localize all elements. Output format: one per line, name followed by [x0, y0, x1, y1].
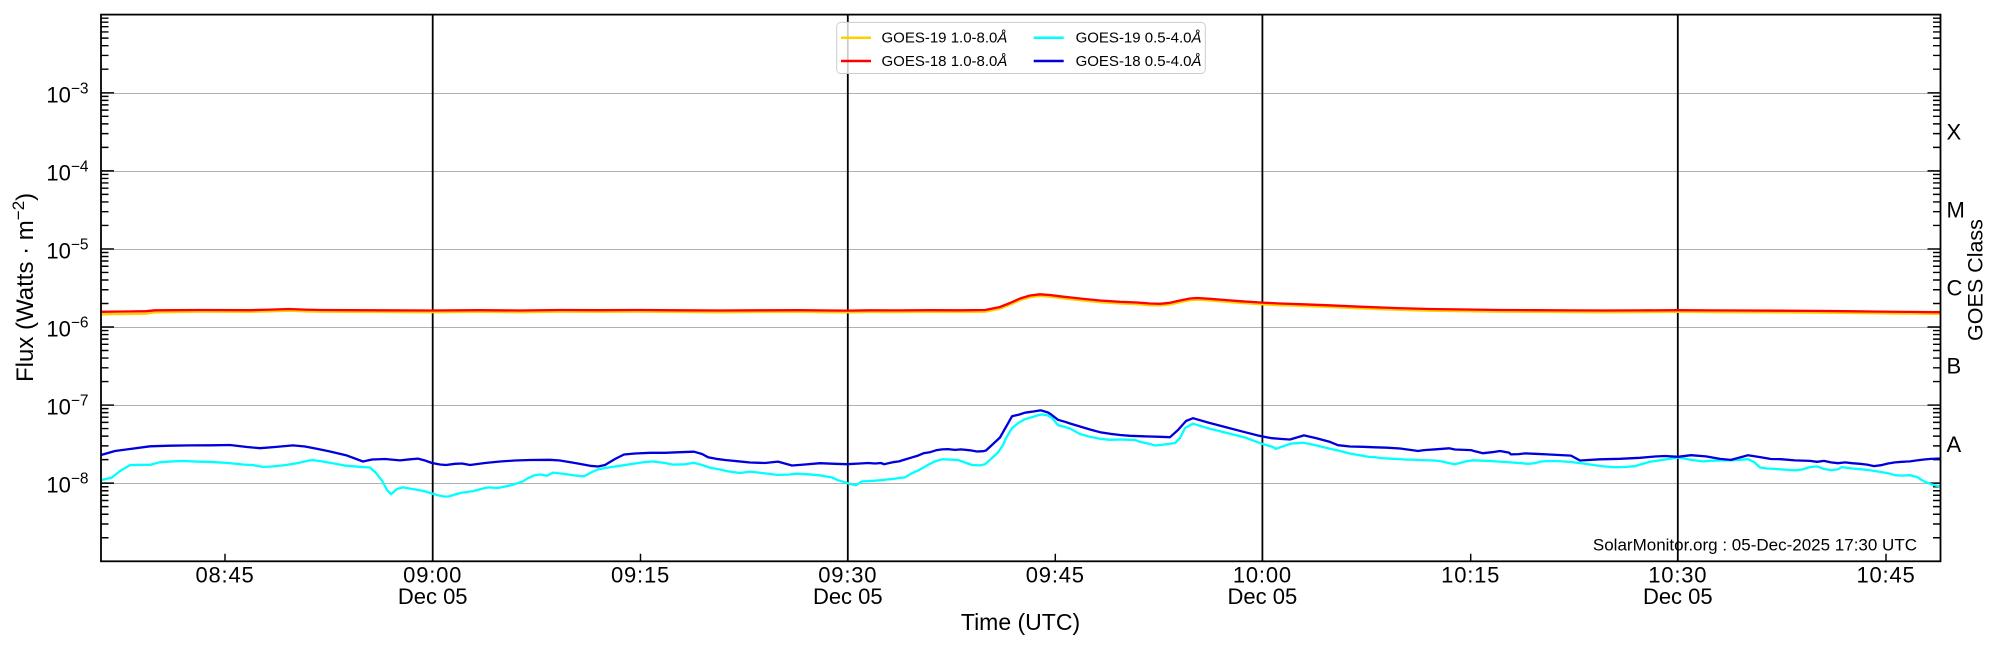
- svg-text:GOES-19 0.5-4.0Å: GOES-19 0.5-4.0Å: [1076, 30, 1202, 47]
- svg-text:08:45: 08:45: [195, 562, 254, 587]
- svg-text:10:15: 10:15: [1441, 562, 1500, 587]
- svg-text:Flux (Watts · m−2): Flux (Watts · m−2): [9, 193, 39, 382]
- svg-text:09:00: 09:00: [403, 562, 462, 587]
- svg-text:Dec 05: Dec 05: [398, 584, 468, 609]
- svg-text:C: C: [1947, 276, 1963, 301]
- svg-text:M: M: [1947, 198, 1965, 223]
- svg-text:SolarMonitor.org : 05-Dec-2025: SolarMonitor.org : 05-Dec-2025 17:30 UTC: [1593, 536, 1917, 555]
- svg-text:B: B: [1947, 354, 1962, 379]
- svg-text:GOES-19 1.0-8.0Å: GOES-19 1.0-8.0Å: [882, 30, 1008, 47]
- svg-text:10:00: 10:00: [1233, 562, 1292, 587]
- svg-text:GOES-18 0.5-4.0Å: GOES-18 0.5-4.0Å: [1076, 53, 1202, 70]
- svg-text:GOES-18 1.0-8.0Å: GOES-18 1.0-8.0Å: [882, 53, 1008, 70]
- svg-text:Dec 05: Dec 05: [1643, 584, 1713, 609]
- svg-text:10:30: 10:30: [1648, 562, 1707, 587]
- svg-text:09:15: 09:15: [611, 562, 670, 587]
- svg-text:Dec 05: Dec 05: [813, 584, 883, 609]
- svg-text:Dec 05: Dec 05: [1228, 584, 1298, 609]
- svg-text:GOES Class: GOES Class: [1964, 219, 1988, 341]
- svg-text:10:45: 10:45: [1856, 562, 1915, 587]
- svg-text:09:30: 09:30: [818, 562, 877, 587]
- svg-text:Time (UTC): Time (UTC): [961, 609, 1080, 635]
- svg-text:09:45: 09:45: [1026, 562, 1085, 587]
- svg-text:A: A: [1947, 432, 1962, 457]
- svg-text:X: X: [1947, 120, 1962, 145]
